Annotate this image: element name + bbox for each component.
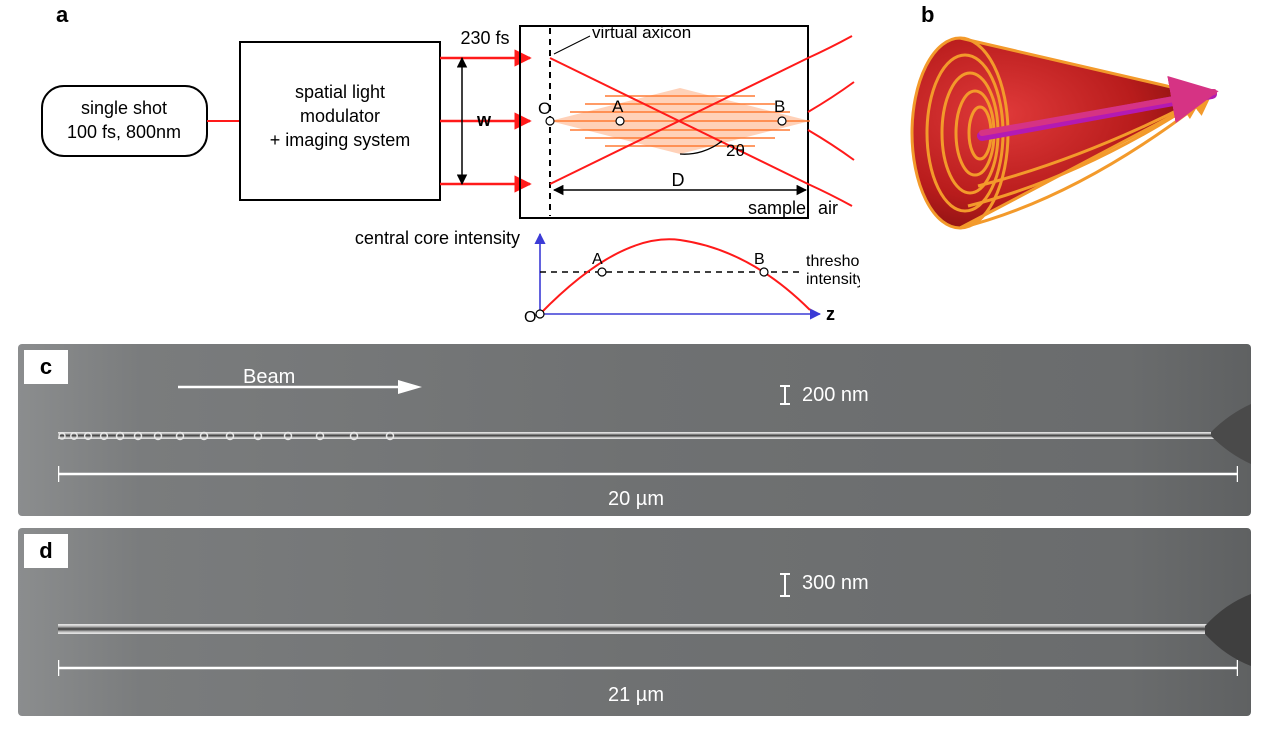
modulator-line3: + imaging system (270, 130, 411, 150)
panel-d: d 300 nm 21 µm (18, 528, 1251, 716)
panel-b-cone (900, 18, 1240, 238)
point-a-marker (616, 117, 624, 125)
panel-d-vmarker-icon (778, 572, 792, 598)
panel-c-scalebar-label: 20 µm (608, 488, 664, 511)
panel-c: c Beam (18, 344, 1251, 516)
virtual-axicon-label: virtual axicon (592, 23, 691, 42)
panel-d-scalebar (58, 658, 1238, 678)
panel-c-label: c (24, 350, 68, 384)
panel-c-beads (58, 424, 478, 448)
panel-d-scalebar-label: 21 µm (608, 684, 664, 707)
panel-d-label: d (24, 534, 68, 568)
source-box (42, 86, 207, 156)
axicon-leader (554, 36, 590, 54)
threshold-label-1: threshold (806, 253, 860, 270)
panel-d-exit (1205, 594, 1251, 666)
beam-arrow (178, 372, 438, 402)
panel-c-vmarker-icon (778, 384, 792, 406)
panel-d-vmarker-label: 300 nm (802, 572, 869, 595)
source-line1: single shot (81, 98, 167, 118)
panel-d-image: d 300 nm 21 µm (18, 528, 1251, 716)
plot-o-marker (536, 310, 544, 318)
beam-label: Beam (243, 366, 295, 389)
panel-c-exit (1211, 404, 1251, 464)
point-o-label: O (538, 99, 551, 118)
air-label: air (818, 198, 838, 218)
z-axis-label: z (826, 304, 835, 324)
threshold-label-2: intensity (806, 271, 860, 288)
plot-a-marker (598, 268, 606, 276)
source-line2: 100 fs, 800nm (67, 122, 181, 142)
sample-label: sample (748, 198, 806, 218)
panel-c-vmarker-label: 200 nm (802, 384, 869, 407)
point-b-marker (778, 117, 786, 125)
plot-a-label: A (592, 251, 603, 268)
depth-label: D (672, 170, 685, 190)
modulator-line1: spatial light (295, 82, 385, 102)
point-b-label: B (774, 97, 785, 116)
intensity-curve (540, 239, 810, 314)
plot-o-label: O (524, 309, 536, 326)
plot-b-marker (760, 268, 768, 276)
plot-b-label: B (754, 251, 765, 268)
panel-c-scalebar (58, 464, 1238, 484)
angle-label: 2θ (726, 141, 745, 160)
central-core-label: central core intensity (355, 228, 520, 248)
pulse-duration-label: 230 fs (460, 28, 509, 48)
panel-c-image: c Beam (18, 344, 1251, 516)
modulator-line2: modulator (300, 106, 380, 126)
panel-a-diagram: single shot 100 fs, 800nm spatial light … (30, 14, 860, 334)
point-a-label: A (612, 97, 624, 116)
figure-root: a single shot 100 fs, 800nm spatial ligh… (0, 0, 1269, 731)
point-o-marker (546, 117, 554, 125)
panel-d-channel (58, 624, 1243, 634)
beam-width-label: w (476, 110, 492, 130)
